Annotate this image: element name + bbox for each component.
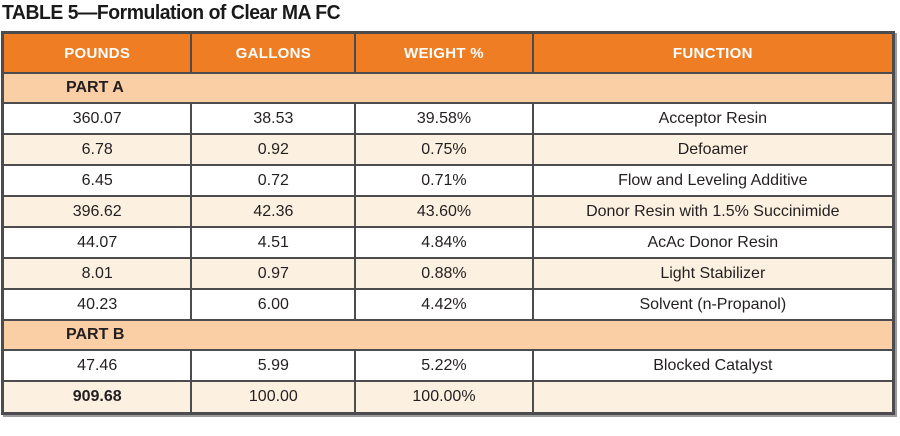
cell-function: Defoamer [531,133,895,166]
cell-weight: 0.71% [354,164,534,197]
total-weight: 100.00% [354,380,534,415]
cell-weight: 0.88% [354,257,534,290]
cell-pounds: 6.78 [1,133,193,166]
cell-gallons: 4.51 [190,226,357,259]
cell-gallons: 5.99 [190,349,357,382]
cell-weight: 5.22% [354,349,534,382]
cell-gallons: 0.92 [190,133,357,166]
column-header-pounds: POUNDS [1,31,193,74]
formulation-table: POUNDS GALLONS WEIGHT % FUNCTION PART A … [1,31,895,415]
cell-pounds: 47.46 [1,349,193,382]
cell-function: Acceptor Resin [531,102,895,135]
cell-function: AcAc Donor Resin [531,226,895,259]
table-row: 6.78 0.92 0.75% Defoamer [1,133,895,166]
cell-function: Flow and Leveling Additive [531,164,895,197]
cell-gallons: 0.97 [190,257,357,290]
cell-pounds: 44.07 [1,226,193,259]
table-row: 8.01 0.97 0.88% Light Stabilizer [1,257,895,290]
cell-pounds: 6.45 [1,164,193,197]
column-header-function: FUNCTION [531,31,895,74]
cell-pounds: 8.01 [1,257,193,290]
section-label: PART B [1,319,895,351]
cell-pounds: 360.07 [1,102,193,135]
table-row: 396.62 42.36 43.60% Donor Resin with 1.5… [1,195,895,228]
cell-gallons: 42.36 [190,195,357,228]
section-row-part-b: PART B [1,319,895,351]
cell-weight: 39.58% [354,102,534,135]
cell-gallons: 38.53 [190,102,357,135]
table-row: 6.45 0.72 0.71% Flow and Leveling Additi… [1,164,895,197]
cell-weight: 0.75% [354,133,534,166]
cell-function: Light Stabilizer [531,257,895,290]
total-function [531,380,895,415]
cell-function: Blocked Catalyst [531,349,895,382]
cell-function: Donor Resin with 1.5% Succinimide [531,195,895,228]
cell-weight: 43.60% [354,195,534,228]
cell-weight: 4.42% [354,288,534,321]
cell-gallons: 6.00 [190,288,357,321]
section-label: PART A [1,72,895,104]
table-header-row: POUNDS GALLONS WEIGHT % FUNCTION [1,31,895,74]
cell-gallons: 0.72 [190,164,357,197]
table-row: 40.23 6.00 4.42% Solvent (n-Propanol) [1,288,895,321]
cell-function: Solvent (n-Propanol) [531,288,895,321]
cell-pounds: 40.23 [1,288,193,321]
cell-weight: 4.84% [354,226,534,259]
total-row: 909.68 100.00 100.00% [1,380,895,415]
table-row: 360.07 38.53 39.58% Acceptor Resin [1,102,895,135]
table-row: 44.07 4.51 4.84% AcAc Donor Resin [1,226,895,259]
table-title: TABLE 5—Formulation of Clear MA FC [2,2,341,24]
cell-pounds: 396.62 [1,195,193,228]
total-gallons: 100.00 [190,380,357,415]
total-pounds: 909.68 [1,380,193,415]
section-row-part-a: PART A [1,72,895,104]
column-header-weight: WEIGHT % [354,31,534,74]
column-header-gallons: GALLONS [190,31,357,74]
table-row: 47.46 5.99 5.22% Blocked Catalyst [1,349,895,382]
